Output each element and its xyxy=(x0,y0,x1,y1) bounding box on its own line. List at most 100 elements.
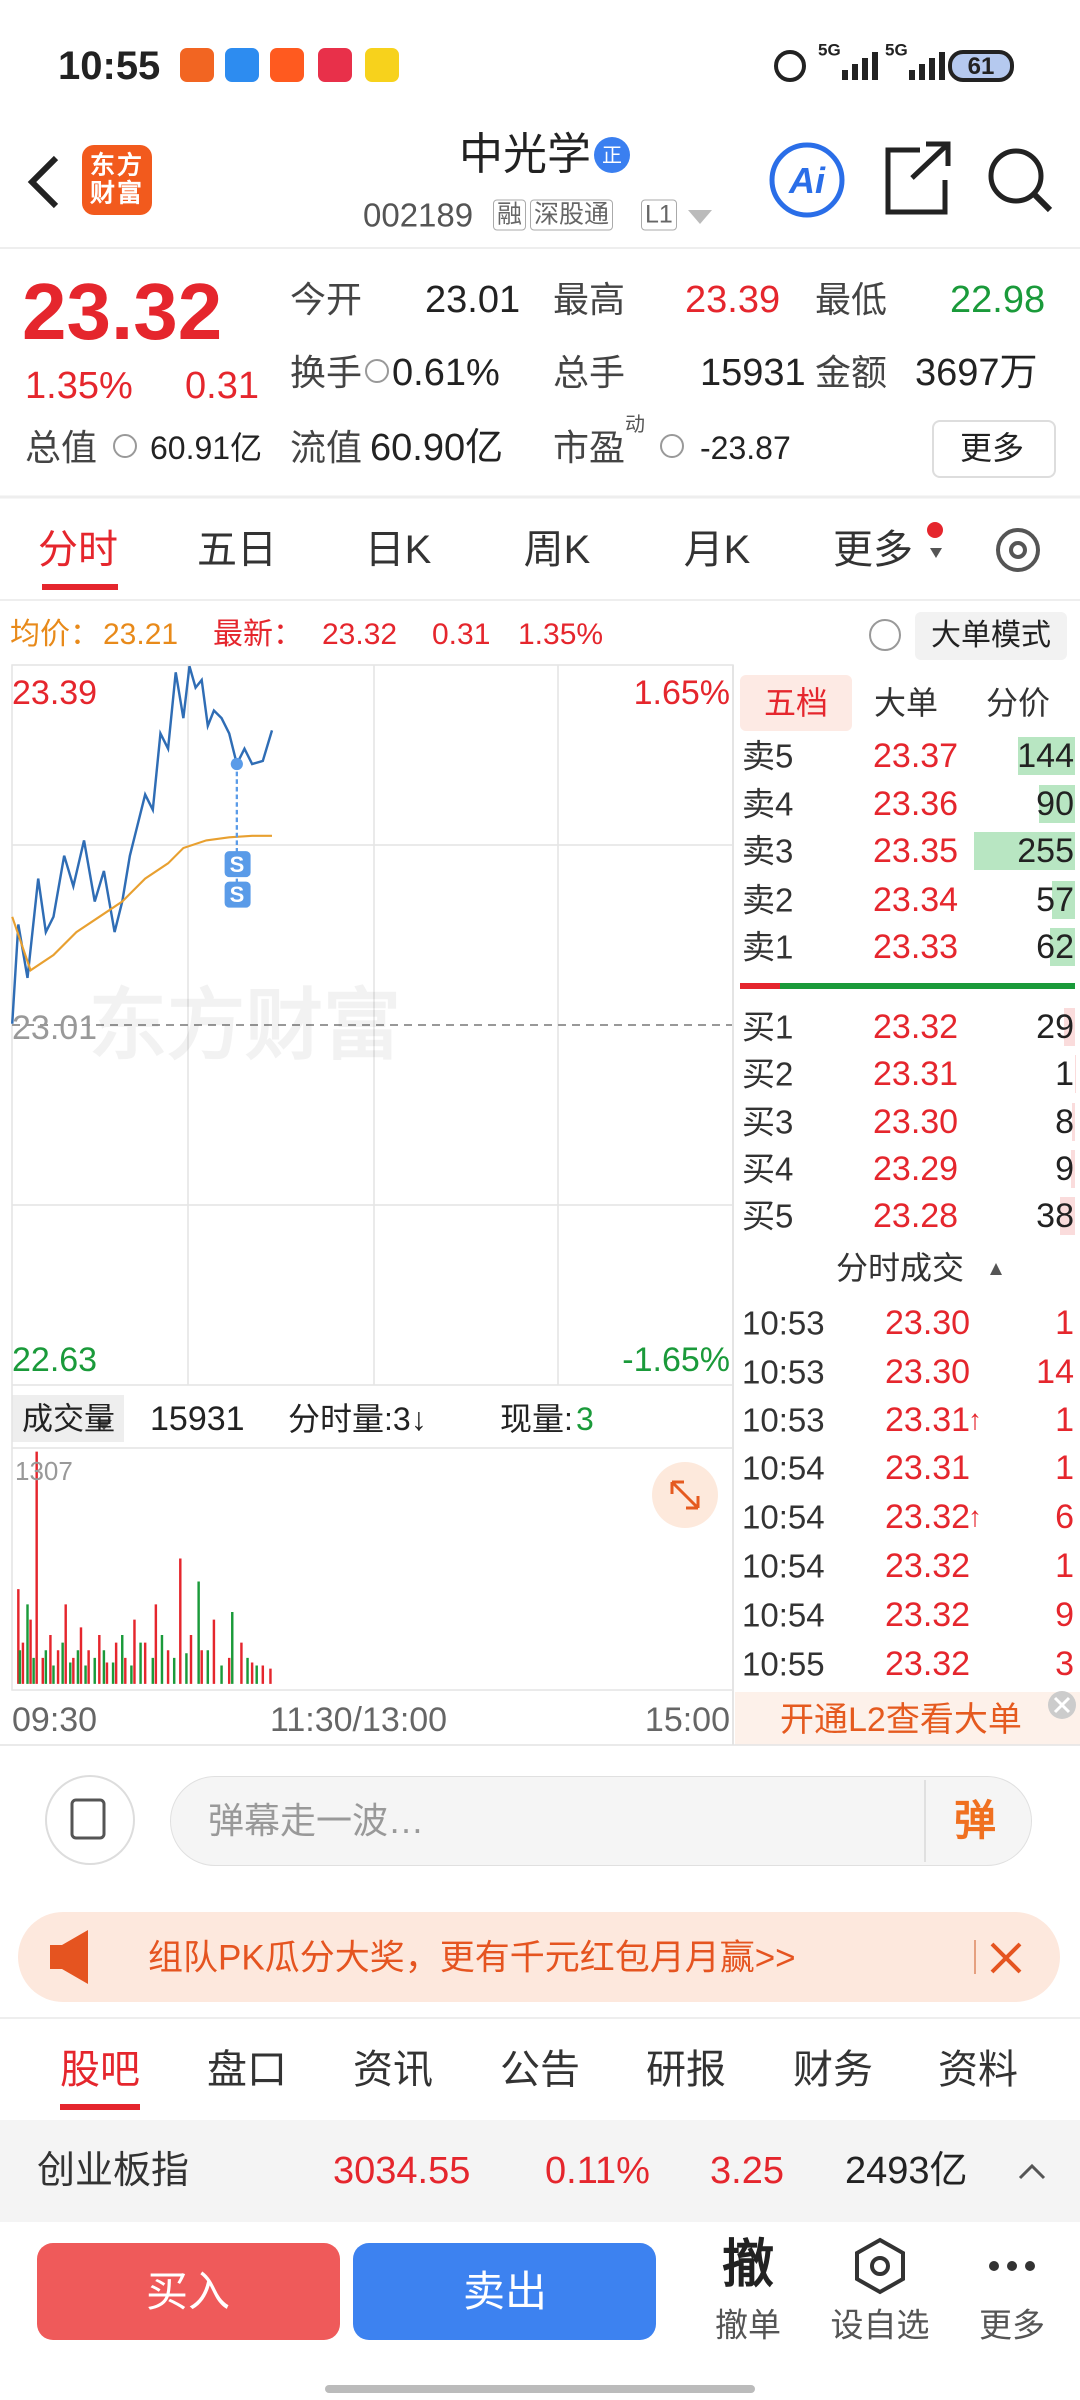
book-price: 23.29 xyxy=(873,1150,959,1188)
pe-note: 动 xyxy=(625,414,645,436)
book-volume: 1 xyxy=(1055,1055,1074,1093)
avg-label: 均价： xyxy=(10,618,100,651)
book-tab[interactable]: 分价 xyxy=(985,685,1051,721)
volume-selector[interactable] xyxy=(12,1395,124,1442)
book-price: 23.36 xyxy=(873,785,959,823)
axis-label: 1.65% xyxy=(633,674,730,712)
section-tab[interactable]: 财务 xyxy=(793,2048,873,2092)
field-label: 最低 xyxy=(815,279,888,320)
field-value: 60.90亿 xyxy=(370,427,504,469)
section-tab[interactable]: 研报 xyxy=(646,2048,726,2092)
trade-price: 23.30 xyxy=(885,1353,971,1391)
book-tab[interactable]: 大单 xyxy=(873,685,939,721)
index-amount: 2493亿 xyxy=(845,2150,968,2192)
index-row[interactable] xyxy=(0,2120,1080,2222)
trade-volume: 1 xyxy=(1055,1401,1074,1439)
network: 5G xyxy=(885,40,908,60)
axis-label: -1.65% xyxy=(622,1341,730,1379)
comment-placeholder[interactable]: 弹幕走一波… xyxy=(208,1800,425,1841)
watch-button[interactable]: 设自选 xyxy=(830,2306,930,2344)
avg-price: 23.21 xyxy=(103,618,179,651)
promo-bg[interactable] xyxy=(735,1692,1080,1745)
book-volume: 62 xyxy=(1036,928,1074,966)
field-label: 最高 xyxy=(553,279,626,320)
clock: 10:55 xyxy=(58,44,161,88)
field-label: 总手 xyxy=(553,352,626,393)
chart-tab[interactable]: 日K xyxy=(364,528,432,572)
book-price: 23.32 xyxy=(873,1008,959,1046)
price: 23.32 xyxy=(22,267,223,356)
trade-price: 23.32 xyxy=(885,1645,971,1683)
section-tab[interactable]: 盘口 xyxy=(207,2048,287,2092)
stock-name: 中光学 xyxy=(459,130,591,179)
section-tab[interactable]: 股吧 xyxy=(60,2048,140,2092)
trade-price: 23.30 xyxy=(885,1304,971,1342)
buy-button[interactable] xyxy=(37,2243,340,2340)
trade-price: 23.32 xyxy=(885,1596,971,1634)
volume-bar xyxy=(1050,928,1075,966)
ai-button[interactable]: Ai xyxy=(789,160,825,201)
trade-time: 10:53 xyxy=(742,1401,825,1439)
book-label: 卖3 xyxy=(742,832,794,870)
book-volume: 255 xyxy=(1017,832,1074,870)
book-volume: 29 xyxy=(1036,1008,1074,1046)
tag: 深股通 xyxy=(530,199,614,231)
book-tab[interactable]: 五档 xyxy=(763,685,829,721)
change-pct: 1.35% xyxy=(25,365,133,407)
cancel-button[interactable]: 撤单 xyxy=(715,2306,781,2344)
chart-tab[interactable]: 分时 xyxy=(38,528,118,572)
field-label: 市盈 xyxy=(553,427,626,468)
comment-input[interactable] xyxy=(170,1776,1032,1866)
section-tab[interactable]: 公告 xyxy=(500,2048,580,2092)
more-button[interactable]: 更多 xyxy=(959,430,1025,466)
section-tab[interactable]: 资讯 xyxy=(353,2048,433,2092)
book-price: 23.31 xyxy=(873,1055,959,1093)
book-label: 买3 xyxy=(742,1103,794,1141)
field-value: -23.87 xyxy=(700,430,791,466)
more-button[interactable] xyxy=(932,420,1056,478)
book-label: 买1 xyxy=(742,1008,794,1046)
sell-button[interactable]: 卖出 xyxy=(462,2268,548,2315)
volume-bar xyxy=(974,832,1075,870)
app-logo[interactable] xyxy=(82,145,152,215)
book-label: 卖1 xyxy=(742,928,794,966)
book-price: 23.33 xyxy=(873,928,959,966)
more-menu[interactable]: 更多 xyxy=(979,2306,1045,2344)
book-volume: 8 xyxy=(1055,1103,1074,1141)
volume-current-label: 现量: xyxy=(500,1401,573,1437)
sell-button[interactable] xyxy=(353,2243,656,2340)
book-volume: 57 xyxy=(1036,881,1074,919)
chart-tab[interactable]: 五日 xyxy=(197,528,277,572)
volume-selector[interactable]: 成交量 xyxy=(22,1401,115,1437)
chart-tab[interactable]: 更多 xyxy=(833,528,913,572)
volume-bar xyxy=(1059,1197,1075,1235)
trade-volume: 6 xyxy=(1055,1498,1074,1536)
chart-tab[interactable]: 月K xyxy=(683,528,751,572)
trade-marker: S xyxy=(229,852,245,877)
promo[interactable]: 开通L2查看大单 xyxy=(780,1701,1022,1739)
trade-volume: 3 xyxy=(1055,1645,1074,1683)
tag: 融 xyxy=(493,199,527,231)
mode-button[interactable] xyxy=(915,612,1067,660)
section-tab[interactable]: 资料 xyxy=(938,2048,1018,2092)
book-label: 卖4 xyxy=(742,785,794,823)
danmaku-button[interactable]: 弹 xyxy=(953,1797,997,1844)
volume-per-minute: 分时量:3↓ xyxy=(288,1401,427,1437)
index-name: 创业板指 xyxy=(37,2150,190,2192)
trade-marker: S xyxy=(229,882,245,907)
time-label: 09:30 xyxy=(12,1701,98,1739)
latest-price: 23.32 xyxy=(322,618,398,651)
banner[interactable] xyxy=(18,1912,1060,2002)
book-label: 买4 xyxy=(742,1150,794,1188)
buy-button[interactable]: 买入 xyxy=(145,2268,231,2315)
trade-volume: 1 xyxy=(1055,1304,1074,1342)
field-value: 0.61% xyxy=(392,352,500,394)
stock-code: 002189 xyxy=(363,196,474,234)
chart-tab[interactable]: 周K xyxy=(523,528,591,572)
index-change-pct: 0.11% xyxy=(545,2150,650,2192)
mode-button[interactable]: 大单模式 xyxy=(931,619,1051,652)
field-label: 今开 xyxy=(290,279,363,320)
banner-text[interactable]: 组队PK瓜分大奖，更有千元红包月月赢>> xyxy=(148,1938,796,1978)
cancel-icon[interactable]: 撤 xyxy=(721,2236,775,2294)
